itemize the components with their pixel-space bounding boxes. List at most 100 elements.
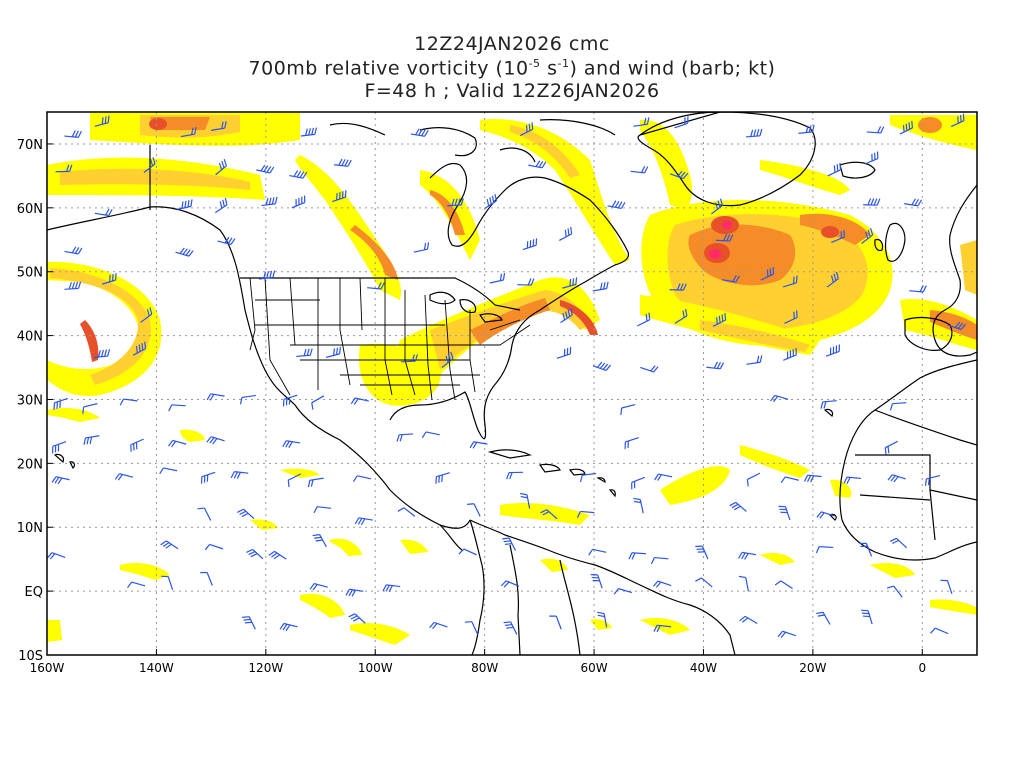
y-tick-label: 40N — [17, 330, 43, 345]
wind-barb — [502, 538, 515, 551]
wind-barb — [632, 477, 645, 489]
x-tick-label: 60W — [580, 661, 607, 675]
wind-barb — [863, 198, 880, 205]
x-tick-label: 80W — [471, 661, 498, 675]
wind-barb — [490, 273, 505, 283]
wind-barb — [200, 573, 212, 586]
wind-barb — [890, 538, 907, 548]
wind-barb — [930, 628, 948, 633]
wind-barb — [161, 541, 178, 549]
wind-barb — [557, 347, 571, 358]
wind-barb — [904, 199, 921, 206]
wind-barb — [430, 622, 448, 628]
wind-barb — [95, 209, 112, 216]
wind-barb — [161, 576, 172, 590]
y-tick-label: 30N — [17, 393, 43, 408]
y-tick-label: 50N — [17, 266, 43, 281]
wind-barb — [353, 476, 370, 482]
wind-barb — [909, 285, 926, 292]
wind-barb — [53, 442, 66, 454]
wind-barb — [169, 440, 187, 446]
wind-barb — [269, 551, 286, 559]
wind-barb — [240, 395, 255, 404]
wind-barb — [653, 581, 671, 587]
wind-barb — [826, 344, 839, 356]
wind-barb — [885, 441, 897, 454]
wind-barb — [465, 622, 478, 635]
wind-barb — [865, 152, 878, 164]
wind-barb — [844, 477, 861, 484]
wind-barb — [237, 509, 254, 518]
wind-barb — [589, 549, 607, 555]
wind-barb — [176, 248, 194, 256]
vorticity-shading — [47, 112, 977, 645]
wind-barb — [256, 165, 274, 173]
wind-barb — [346, 589, 363, 596]
wind-barb — [47, 553, 65, 559]
wind-barb — [128, 582, 146, 588]
x-tick-label: 20W — [799, 661, 826, 675]
wind-barb — [280, 624, 298, 631]
wind-barb — [746, 355, 761, 364]
wind-barb — [383, 585, 400, 592]
wind-barb — [52, 477, 70, 484]
wind-barb — [313, 535, 327, 547]
wind-barb — [559, 227, 571, 241]
wind-barb — [326, 347, 340, 357]
wind-barb — [169, 405, 186, 411]
wind-barb — [310, 584, 328, 590]
wind-barb — [334, 159, 351, 166]
wind-barb — [197, 508, 210, 520]
wind-barb — [301, 128, 317, 136]
wind-barb — [890, 403, 906, 411]
y-tick-label: 20N — [17, 457, 43, 472]
wind-barb — [296, 349, 312, 357]
wind-barb — [414, 242, 429, 252]
wind-barb — [655, 474, 672, 481]
x-tick-label: 40W — [690, 661, 717, 675]
wind-barb — [867, 126, 884, 133]
wind-barb — [591, 575, 602, 589]
wind-barb — [467, 504, 480, 517]
x-tick-label: 100W — [358, 661, 393, 675]
wind-barb — [739, 552, 756, 559]
wind-barb — [84, 436, 99, 445]
wind-barb — [231, 472, 248, 479]
wind-barb — [549, 616, 561, 629]
wind-barb — [581, 474, 597, 482]
wind-barb — [781, 477, 799, 483]
wind-barb — [633, 498, 643, 513]
wind-barb — [746, 129, 762, 137]
wind-barb — [816, 547, 833, 553]
wind-barb — [640, 366, 658, 372]
wind-barb — [631, 166, 648, 173]
y-tick-label: EQ — [25, 585, 43, 600]
x-tick-label: 140W — [139, 661, 174, 675]
wind-barb — [283, 441, 300, 448]
wind-barb — [775, 581, 792, 589]
wind-barb — [608, 201, 625, 209]
wind-barb — [778, 631, 796, 637]
wind-barb — [517, 279, 534, 286]
wind-barb — [887, 586, 902, 597]
wind-barb — [739, 576, 749, 591]
wind-barb — [120, 399, 137, 405]
wind-barb — [65, 247, 82, 254]
wind-barb — [528, 161, 545, 168]
wind-barb — [730, 502, 747, 511]
wind-barb — [747, 473, 760, 486]
map-area — [47, 112, 977, 655]
wind-barb — [436, 473, 450, 484]
wind-barb — [706, 362, 723, 369]
wind-barb — [242, 617, 255, 630]
wind-barb — [292, 196, 305, 208]
wind-barb — [246, 549, 262, 559]
wind-barb — [115, 474, 133, 480]
wind-barb — [308, 478, 323, 487]
wind-barb — [888, 475, 906, 482]
wind-barb — [629, 553, 646, 560]
wind-barb — [64, 131, 81, 138]
wind-barb — [821, 401, 837, 409]
wind-barb — [507, 472, 523, 479]
wind-barb — [523, 238, 537, 249]
